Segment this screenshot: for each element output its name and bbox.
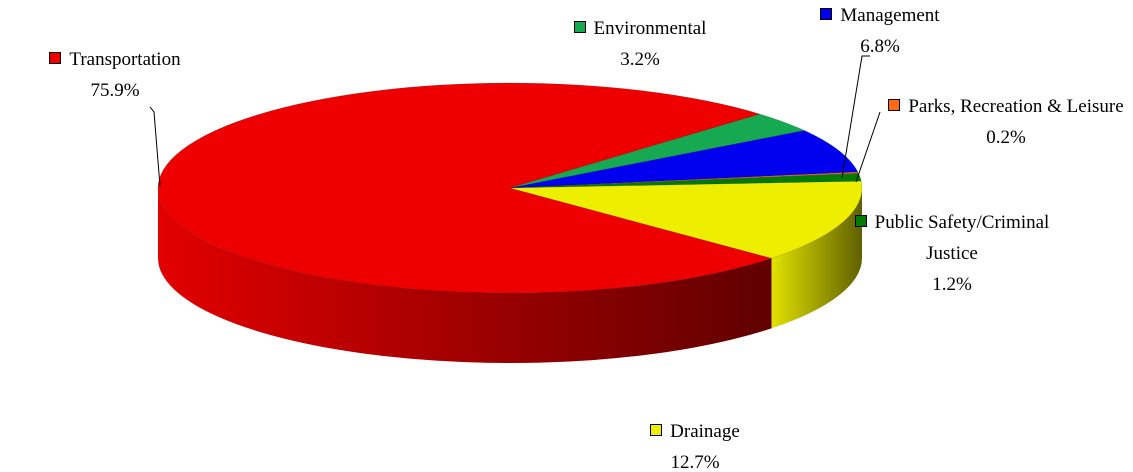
slice — [157, 82, 773, 294]
value-label: 6.8% — [860, 36, 900, 57]
category-label: Parks, Recreation & Leisure — [908, 96, 1124, 117]
leader-lines — [149, 55, 881, 187]
category-label: Transportation — [69, 49, 181, 70]
value-label: 0.2% — [986, 127, 1026, 148]
legend-marker — [573, 21, 586, 33]
legend-marker — [49, 52, 62, 64]
value-label: 12.7% — [670, 452, 720, 472]
slice — [509, 180, 863, 259]
slice-label: Management 6.8% — [780, 0, 980, 62]
value-label: 3.2% — [620, 49, 660, 70]
leader-line — [149, 106, 161, 187]
leader-line — [855, 111, 881, 183]
legend-marker — [888, 99, 901, 111]
side-shade — [158, 188, 772, 363]
slice-label: Transportation 75.9% — [10, 44, 220, 106]
value-label: 75.9% — [90, 80, 140, 101]
category-label: Management — [840, 5, 940, 26]
legend-marker — [854, 215, 867, 227]
slice-label: Parks, Recreation & Leisure 0.2% — [880, 91, 1132, 153]
slice-label: Drainage 12.7% — [600, 416, 790, 472]
category-label: Environmental — [593, 18, 707, 39]
category-label: Public Safety/Criminal Justice — [874, 212, 1050, 264]
slice — [509, 130, 859, 189]
legend-marker — [820, 8, 833, 20]
slice-label: Environmental 3.2% — [540, 13, 740, 75]
slice-label: Public Safety/Criminal Justice 1.2% — [852, 207, 1052, 300]
leader-line — [841, 55, 870, 179]
category-label: Drainage — [670, 421, 740, 442]
legend-marker — [650, 424, 663, 436]
slice — [509, 113, 806, 189]
side-shade — [771, 188, 862, 329]
value-label: 1.2% — [932, 274, 972, 295]
